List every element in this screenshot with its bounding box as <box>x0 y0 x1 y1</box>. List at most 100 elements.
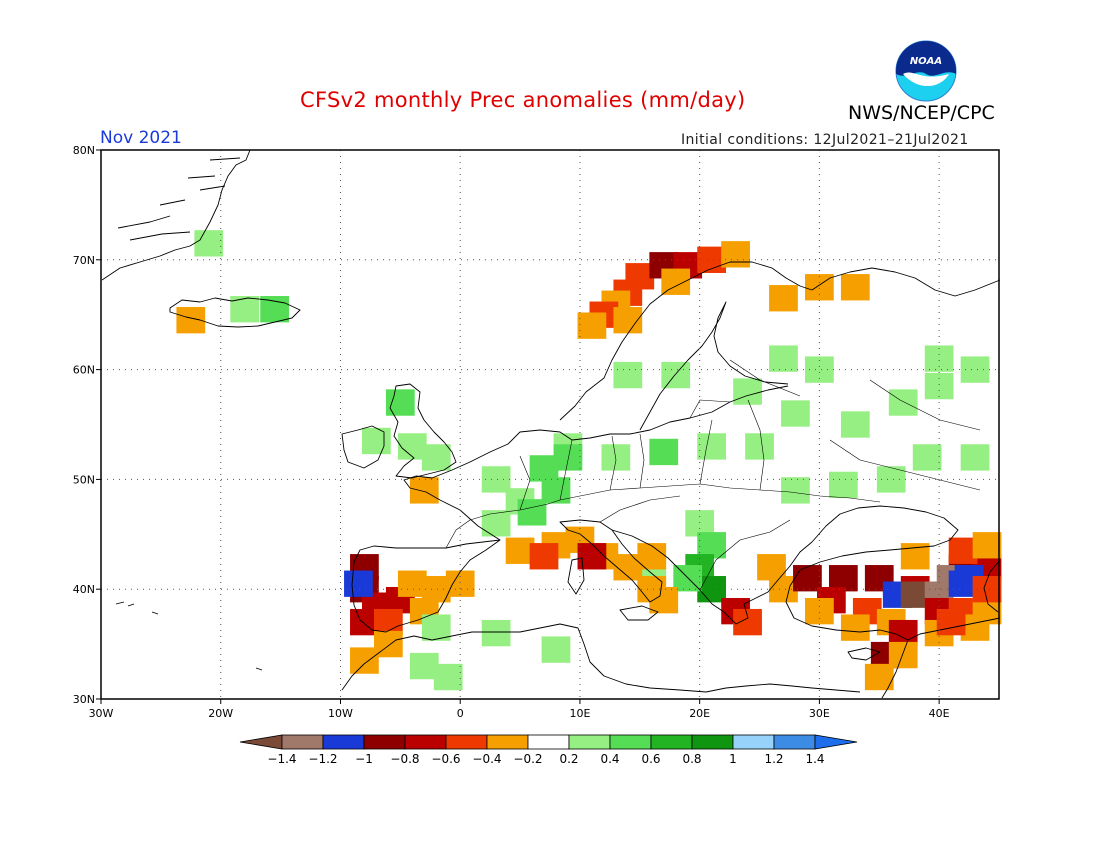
anomaly-cell <box>912 444 942 471</box>
caspian-coastline <box>983 559 1001 613</box>
coastlines <box>101 149 1001 699</box>
anomaly-cell <box>230 296 260 323</box>
noaa-logo: NOAA <box>895 40 957 102</box>
colorbar-label: −0.8 <box>390 752 419 766</box>
anomaly-cell <box>697 532 727 559</box>
greenland-coastline <box>101 149 251 281</box>
anomaly-cell <box>350 647 379 674</box>
anomaly-cell <box>924 372 954 400</box>
agency-label: NWS/NCEP/CPC <box>848 102 995 124</box>
kola-white-sea-coastline <box>811 267 1001 297</box>
lat-tick-label: 50N <box>73 473 95 486</box>
colorbar-box <box>486 734 529 750</box>
colorbar-extend-low <box>239 734 283 750</box>
azores-islands <box>115 601 263 671</box>
country-borders <box>445 359 981 591</box>
anomaly-cell <box>481 510 511 537</box>
colorbar-box <box>363 734 406 750</box>
anomaly-cell <box>541 636 571 663</box>
colorbar-box <box>650 734 693 750</box>
lon-tick-label: 20W <box>208 707 233 720</box>
colorbar-box <box>527 734 570 750</box>
anomaly-cell <box>828 471 858 499</box>
anomaly-cell <box>577 312 607 339</box>
anomaly-cell <box>781 477 810 504</box>
anomaly-cell <box>194 230 224 257</box>
italy-coastline <box>559 519 663 603</box>
anomaly-cell <box>840 411 870 438</box>
anomaly-cell <box>397 433 427 460</box>
anomaly-cell <box>433 663 463 691</box>
anomaly-cell <box>972 532 1002 559</box>
anomaly-cell <box>840 274 870 301</box>
colorbar-label: 0.8 <box>682 752 701 766</box>
anomaly-cell <box>613 361 643 389</box>
initial-conditions: Initial conditions: 12Jul2021–21Jul2021 <box>681 132 969 148</box>
noaa-logo-icon: NOAA <box>895 40 957 102</box>
map-title: CFSv2 monthly Prec anomalies (mm/day) <box>300 88 746 112</box>
colorbar-label: 0.6 <box>641 752 660 766</box>
lat-tick-label: 60N <box>73 364 95 377</box>
colorbar-label: −1 <box>355 752 373 766</box>
map-frame <box>100 149 1000 700</box>
colorbar-box <box>281 734 324 750</box>
noaa-logo-text: NOAA <box>910 56 942 67</box>
anomaly-cell <box>637 543 667 570</box>
lon-tick-label: 0 <box>457 707 464 720</box>
anomaly-cell <box>661 361 691 389</box>
anomaly-cell <box>577 543 607 570</box>
anomaly-cell <box>397 570 427 597</box>
iberia-coastline <box>351 539 501 633</box>
anomaly-cell <box>661 268 691 295</box>
colorbar-label: −1.2 <box>308 752 337 766</box>
cyprus-coastline <box>847 647 881 661</box>
lat-tick-label: 70N <box>73 254 95 267</box>
anomaly-cell <box>350 608 379 636</box>
levant-coastline <box>881 639 909 699</box>
great-britain-coastline <box>389 383 457 479</box>
balkans-coastline <box>611 529 813 625</box>
north-africa-coastline <box>341 623 861 693</box>
colorbar-box <box>322 734 365 750</box>
anomaly-cell <box>745 433 774 460</box>
anomaly-cell <box>888 389 918 416</box>
ireland-coastline <box>341 425 385 469</box>
colorbar-label: 1.2 <box>764 752 783 766</box>
anomaly-cell <box>924 345 954 372</box>
anomaly-cell <box>733 378 762 405</box>
colorbar: −1.4 −1.2 −1 −0.8 −0.6 −0.4 −0.2 0.2 0.4 0.6 0.8 1 1… <box>239 734 858 766</box>
lon-tick-label: 40E <box>929 707 950 720</box>
colorbar-label: −0.2 <box>513 752 542 766</box>
anomaly-cell <box>553 444 583 471</box>
anomaly-cell <box>421 614 451 641</box>
lon-tick-label: 30W <box>89 707 114 720</box>
anomaly-cell <box>421 444 451 471</box>
anomaly-cell <box>769 345 798 372</box>
anomaly-cell <box>649 587 679 614</box>
colorbar-box <box>609 734 652 750</box>
anomaly-cell <box>960 356 990 383</box>
anomaly-cell <box>344 570 373 597</box>
lon-tick-label: 10W <box>328 707 353 720</box>
black-sea-coastline <box>799 505 959 571</box>
anomaly-cell <box>840 614 870 641</box>
anomaly-cell <box>409 477 439 504</box>
colorbar-label: −0.4 <box>472 752 501 766</box>
lat-tick-label: 40N <box>73 583 95 596</box>
anomaly-cell <box>445 570 475 597</box>
anomaly-cell <box>936 608 966 636</box>
lat-tick-label: 30N <box>73 693 95 706</box>
colorbar-box <box>568 734 611 750</box>
greenland-inlets <box>117 157 241 241</box>
sicily-coastline <box>619 605 659 621</box>
colorbar-label: 1 <box>729 752 737 766</box>
colorbar-label: 1.4 <box>805 752 824 766</box>
iceland-coastline <box>169 297 301 328</box>
colorbar-box <box>404 734 447 750</box>
anomaly-cell <box>385 389 415 416</box>
anomaly-cells <box>176 230 1002 691</box>
anomaly-cell <box>805 597 834 625</box>
colorbar-label: −1.4 <box>267 752 296 766</box>
anomaly-cell <box>529 543 559 570</box>
